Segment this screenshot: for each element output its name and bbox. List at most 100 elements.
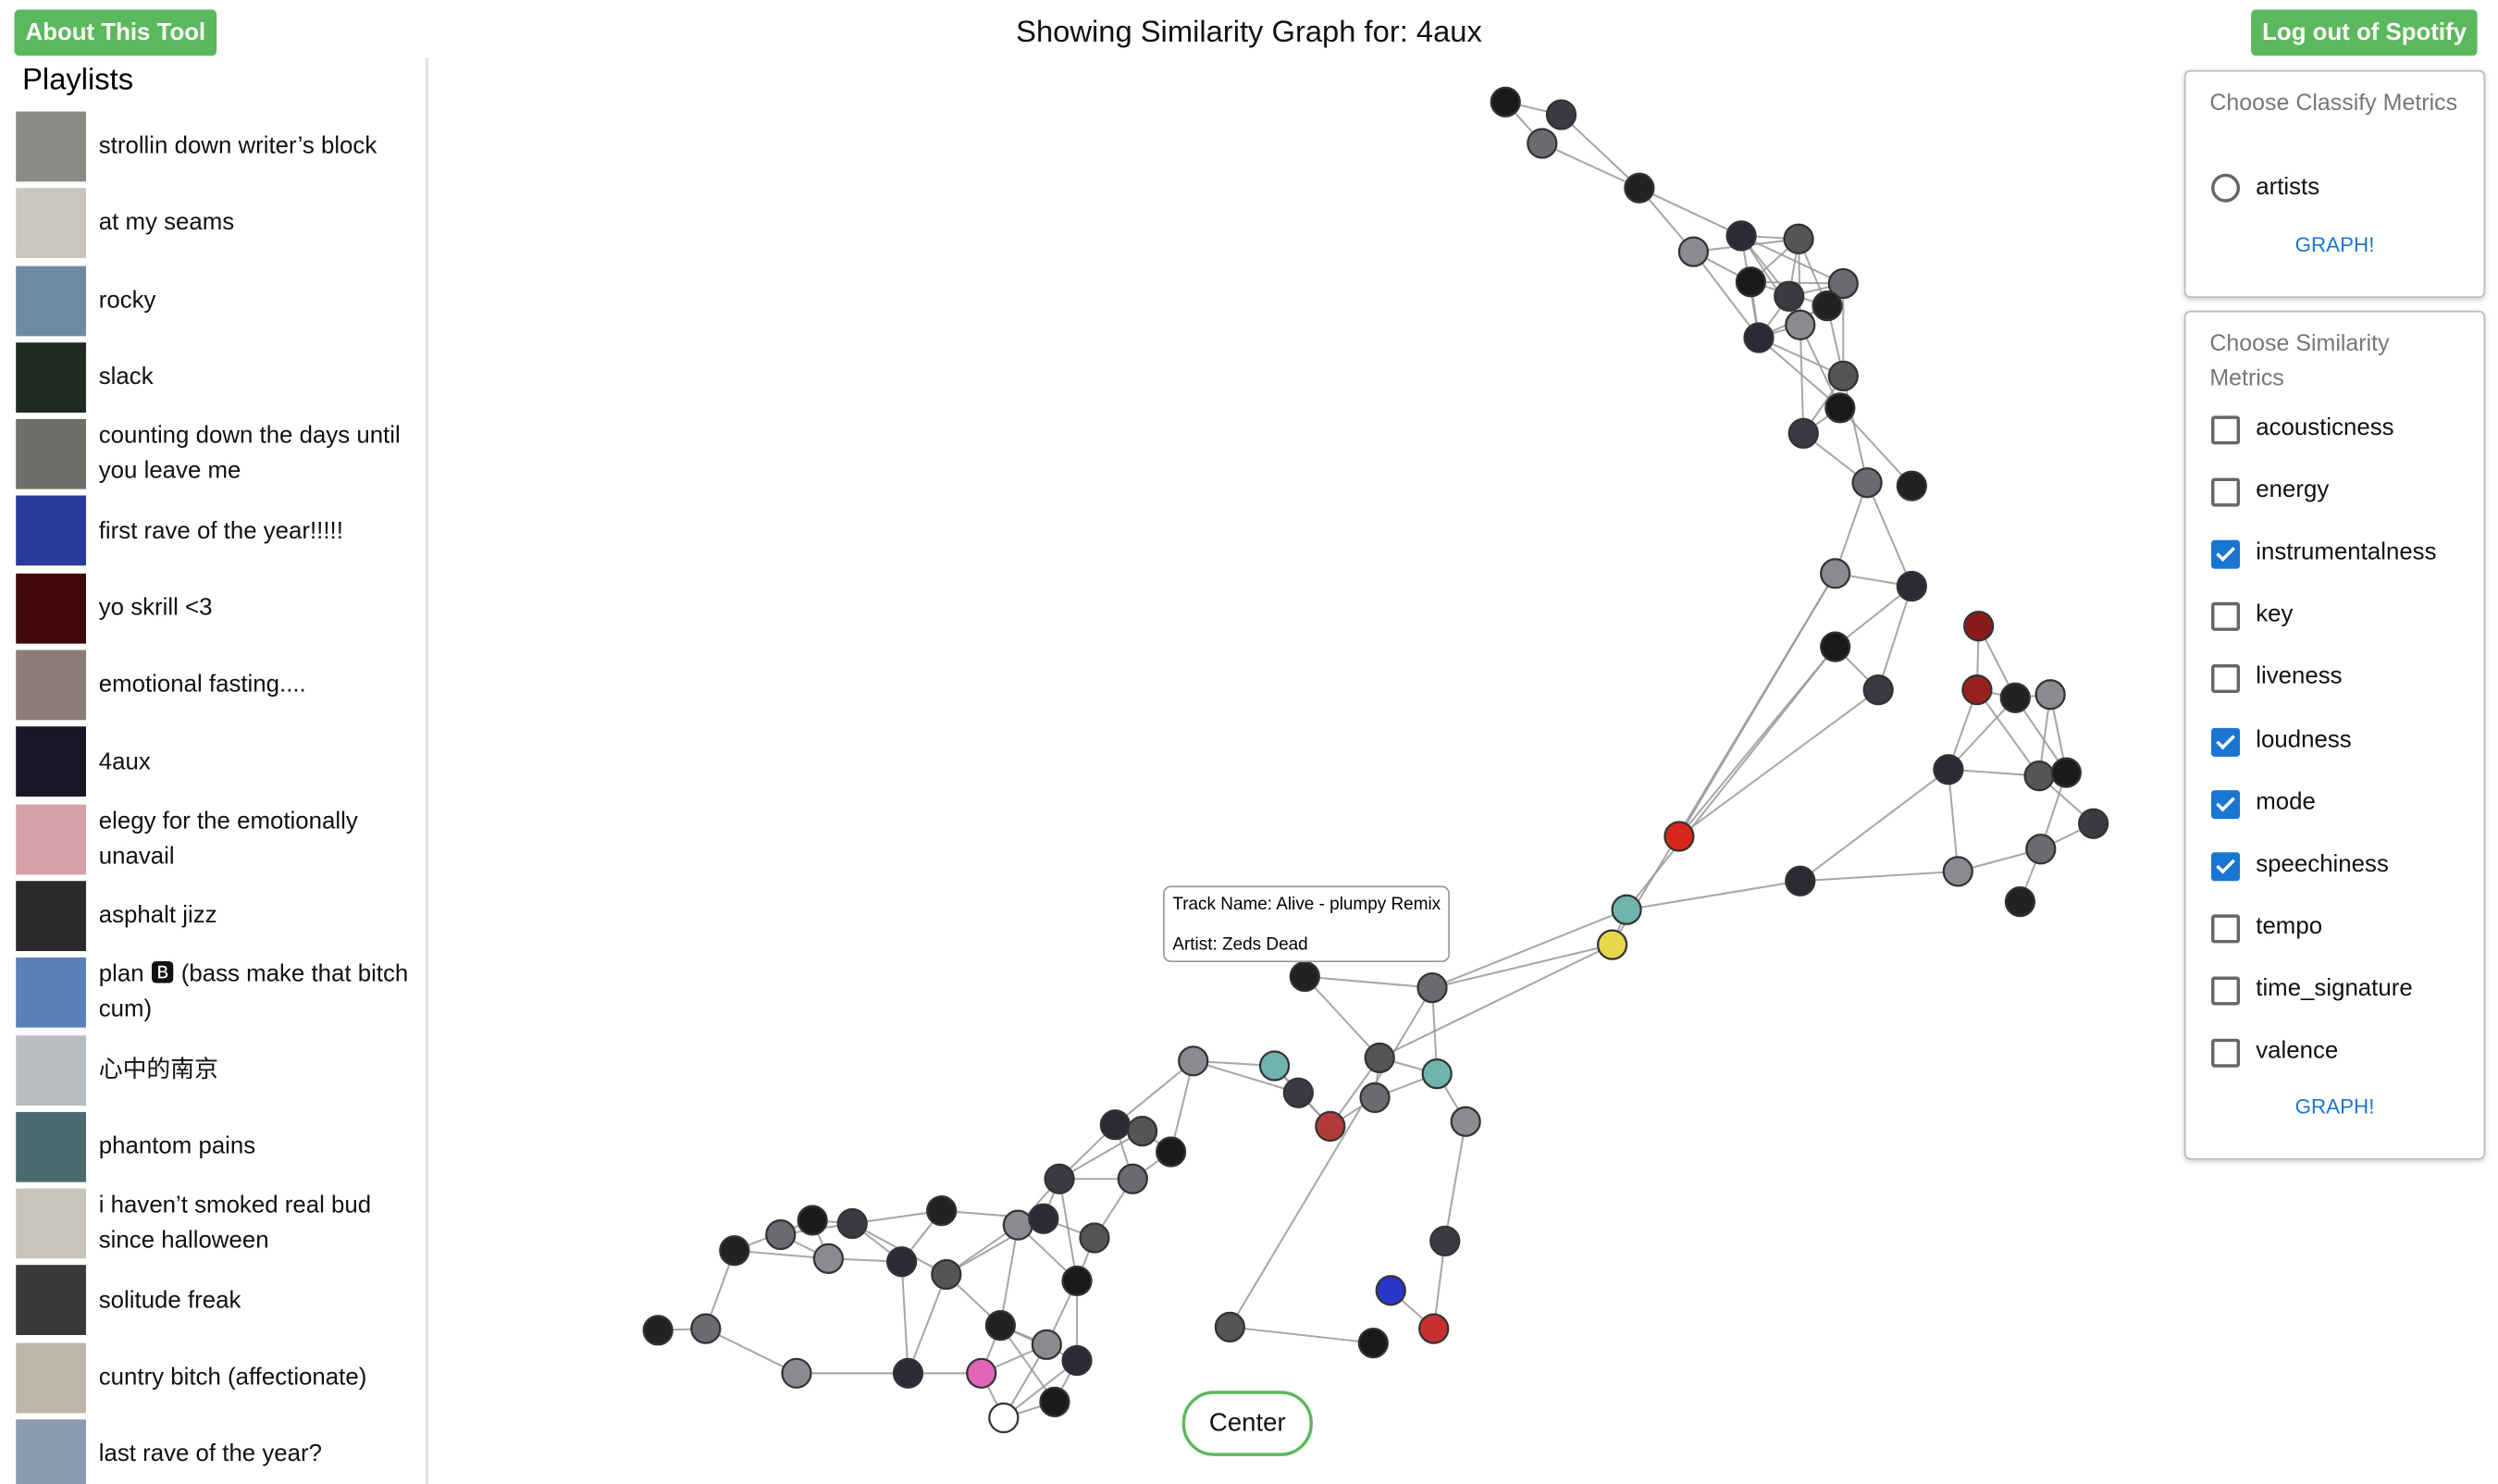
checkbox[interactable]: [2211, 664, 2241, 694]
playlist-row[interactable]: counting down the days until you leave m…: [0, 416, 426, 493]
checkbox[interactable]: [2211, 789, 2241, 819]
track-node[interactable]: [1743, 322, 1775, 353]
track-node[interactable]: [1824, 392, 1856, 424]
track-node[interactable]: [719, 1235, 750, 1267]
track-node[interactable]: [1663, 821, 1695, 852]
playlist-row[interactable]: first rave of the year!!!!!: [0, 493, 426, 570]
graph-button[interactable]: GRAPH!: [2294, 1094, 2375, 1119]
playlist-row[interactable]: 心中的南京: [0, 1032, 426, 1108]
logout-button[interactable]: Log out of Spotify: [2251, 9, 2479, 56]
playlist-row[interactable]: strollin down writer’s block: [0, 108, 426, 185]
track-node[interactable]: [1677, 236, 1710, 267]
checkbox[interactable]: [2211, 727, 2241, 757]
track-node[interactable]: [1429, 1225, 1461, 1257]
track-node[interactable]: [1178, 1045, 1209, 1077]
track-node[interactable]: [1896, 470, 1927, 501]
playlist-row[interactable]: phantom pains: [0, 1108, 426, 1185]
track-node[interactable]: [690, 1313, 722, 1344]
playlist-row[interactable]: rocky: [0, 262, 426, 339]
track-node[interactable]: [2034, 679, 2066, 711]
track-node[interactable]: [765, 1218, 797, 1251]
track-node[interactable]: [2025, 834, 2057, 865]
track-node[interactable]: [1315, 1110, 1346, 1143]
track-node[interactable]: [988, 1402, 1020, 1434]
track-node[interactable]: [892, 1357, 924, 1389]
playlist-row[interactable]: 4aux: [0, 723, 426, 800]
track-node[interactable]: [1289, 960, 1320, 993]
checkbox[interactable]: [2211, 976, 2241, 1006]
track-node[interactable]: [1359, 1082, 1391, 1114]
track-node[interactable]: [1820, 631, 1851, 662]
checkbox[interactable]: [2211, 914, 2241, 944]
track-node[interactable]: [1735, 266, 1767, 298]
track-node[interactable]: [1044, 1163, 1075, 1194]
track-node[interactable]: [1079, 1222, 1110, 1254]
playlist-row[interactable]: elegy for the emotionally unavail: [0, 801, 426, 878]
track-node[interactable]: [1002, 1209, 1033, 1241]
checkbox[interactable]: [2211, 477, 2241, 507]
track-node[interactable]: [1611, 894, 1642, 925]
track-node[interactable]: [966, 1357, 997, 1389]
track-node[interactable]: [2023, 760, 2055, 792]
about-button[interactable]: About This Tool: [14, 9, 217, 56]
track-node[interactable]: [1061, 1344, 1093, 1377]
track-node[interactable]: [797, 1205, 828, 1236]
playlist-row[interactable]: i haven’t smoked real bud since hallowee…: [0, 1185, 426, 1262]
checkbox[interactable]: [2211, 415, 2241, 445]
track-node[interactable]: [1785, 865, 1816, 897]
radio[interactable]: [2211, 173, 2241, 203]
track-node[interactable]: [812, 1243, 845, 1274]
track-node[interactable]: [1545, 99, 1577, 130]
track-node[interactable]: [1028, 1203, 1059, 1234]
track-node[interactable]: [926, 1195, 958, 1227]
track-node[interactable]: [1725, 220, 1757, 252]
track-node[interactable]: [1418, 1313, 1450, 1344]
playlist-row[interactable]: solitude freak: [0, 1263, 426, 1340]
track-node[interactable]: [1258, 1050, 1291, 1082]
similarity-graph[interactable]: [427, 57, 2179, 1484]
track-node[interactable]: [1421, 1057, 1453, 1090]
playlist-row[interactable]: asphalt jizz: [0, 878, 426, 955]
checkbox[interactable]: [2211, 851, 2241, 881]
playlist-row[interactable]: yo skrill <3: [0, 570, 426, 647]
track-node[interactable]: [1862, 674, 1894, 706]
checkbox[interactable]: [2211, 602, 2241, 632]
track-node[interactable]: [642, 1315, 674, 1346]
playlist-row[interactable]: at my seams: [0, 185, 426, 262]
track-node[interactable]: [1787, 417, 1819, 449]
track-node[interactable]: [1039, 1386, 1070, 1417]
track-node[interactable]: [1031, 1329, 1062, 1360]
track-node[interactable]: [1812, 290, 1843, 322]
track-node[interactable]: [1416, 971, 1448, 1004]
track-node[interactable]: [1896, 571, 1927, 602]
track-node[interactable]: [1364, 1042, 1395, 1073]
track-node[interactable]: [1851, 467, 1883, 499]
graph-button[interactable]: GRAPH!: [2294, 232, 2375, 257]
track-node[interactable]: [1527, 128, 1558, 159]
playlist-row[interactable]: cuntry bitch (affectionate): [0, 1340, 426, 1416]
playlist-row[interactable]: last rave of the year?: [0, 1416, 426, 1484]
track-node[interactable]: [781, 1357, 812, 1389]
track-node[interactable]: [1933, 754, 1964, 785]
checkbox[interactable]: [2211, 1038, 2241, 1068]
track-node[interactable]: [1999, 682, 2031, 713]
checkbox[interactable]: [2211, 540, 2241, 570]
track-node[interactable]: [886, 1246, 918, 1278]
track-node[interactable]: [836, 1207, 868, 1240]
track-node[interactable]: [1785, 309, 1816, 340]
track-node[interactable]: [1774, 280, 1805, 312]
track-node[interactable]: [1127, 1115, 1158, 1147]
track-node[interactable]: [2078, 808, 2109, 839]
track-node[interactable]: [1357, 1327, 1389, 1359]
track-node[interactable]: [931, 1258, 962, 1291]
track-node[interactable]: [1963, 611, 1995, 642]
track-node[interactable]: [1820, 558, 1851, 589]
track-node[interactable]: [1117, 1163, 1148, 1194]
playlist-row[interactable]: slack: [0, 340, 426, 416]
track-node[interactable]: [1450, 1106, 1481, 1137]
playlist-row[interactable]: plan 🅱 (bass make that bitch cum): [0, 955, 426, 1032]
track-node[interactable]: [1375, 1275, 1406, 1306]
track-node[interactable]: [1214, 1311, 1245, 1342]
playlist-row[interactable]: emotional fasting....: [0, 647, 426, 723]
track-node[interactable]: [1099, 1109, 1131, 1141]
